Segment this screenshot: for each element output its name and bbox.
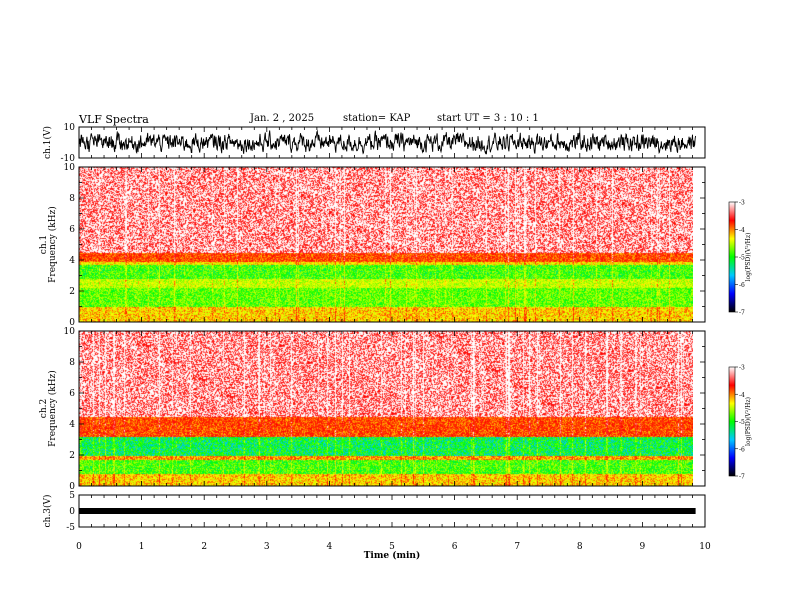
- ch1-spec-ytick-label: 10: [64, 163, 76, 173]
- colorbar-tick-label: -6: [739, 282, 745, 289]
- colorbar-label: log(PSD)(V²/Hz): [745, 397, 752, 446]
- ch3-wave-ytick-label: 5: [69, 491, 75, 501]
- ch1-wave-ylabel: ch.1(V): [42, 126, 53, 159]
- ch2-spec-ytick-label: 10: [64, 327, 76, 337]
- xtick-label: 1: [139, 542, 145, 552]
- ch1-spec-ytick-label: 6: [69, 225, 75, 235]
- colorbar-tick-label: -6: [739, 446, 745, 453]
- ch2-spec-ytick-label: 4: [69, 420, 75, 430]
- xtick-label: 3: [264, 542, 270, 552]
- ch2-spec-ytick-label: 2: [69, 451, 75, 461]
- ch1-spectrogram: [79, 167, 693, 322]
- colorbar-tick-label: -3: [739, 365, 745, 372]
- ch1-spec-ylabel: Frequency (kHz): [47, 206, 58, 283]
- ch3-wave-ytick-label: 0: [69, 507, 75, 517]
- colorbar-tick-label: -7: [739, 474, 745, 481]
- xtick-label: 9: [640, 542, 646, 552]
- colorbar-tick-label: -5: [739, 255, 745, 262]
- xtick-label: 8: [577, 542, 583, 552]
- xtick-label: 4: [327, 542, 333, 552]
- colorbar-tick-label: -4: [739, 227, 745, 234]
- xtick-label: 10: [699, 542, 711, 552]
- ch2-spec-ytick-label: 0: [69, 482, 75, 492]
- ch2-spec-ylabel: ch.2: [39, 399, 49, 418]
- xtick-label: 0: [76, 542, 82, 552]
- start-time-label: start UT = 3 : 10 : 1: [437, 113, 539, 124]
- colorbar-tick-label: -7: [739, 310, 745, 317]
- ch3-waveform-line: [79, 508, 696, 514]
- ch1-spec-ytick-label: 0: [69, 318, 75, 328]
- plot-title: VLF Spectra: [79, 113, 149, 126]
- ch2-spec-ylabel: Frequency (kHz): [47, 370, 58, 447]
- ch2-colorbar: [728, 366, 736, 477]
- colorbar-tick-label: -4: [739, 392, 745, 399]
- ch2-spec-ytick-label: 8: [69, 358, 75, 368]
- ch2-spec-ytick-label: 6: [69, 389, 75, 399]
- ch1-colorbar: [728, 201, 736, 313]
- date-label: Jan. 2 , 2025: [250, 113, 315, 124]
- ch1-wave-ytick-label: 10: [64, 123, 76, 133]
- ch1-spec-ytick-label: 2: [69, 287, 75, 297]
- ch2-spectrogram: [79, 331, 693, 486]
- colorbar-tick-label: -3: [739, 200, 745, 207]
- xtick-label: 7: [514, 542, 520, 552]
- ch1-spec-ylabel: ch.1: [39, 235, 49, 254]
- ch1-spec-ytick-label: 8: [69, 194, 75, 204]
- colorbar-label: log(PSD)(V²/Hz): [745, 233, 752, 282]
- ch3-wave-ylabel: ch.3(V): [42, 495, 53, 528]
- ch1-waveform-line: [78, 129, 697, 155]
- station-label: station= KAP: [343, 113, 411, 124]
- xtick-label: 2: [201, 542, 207, 552]
- colorbar-tick-label: -5: [739, 419, 745, 426]
- ch1-spec-ytick-label: 4: [69, 256, 75, 266]
- ch1-wave-ytick-label: -10: [61, 154, 76, 164]
- x-axis-label: Time (min): [364, 550, 421, 561]
- xtick-label: 6: [452, 542, 458, 552]
- ch3-wave-ytick-label: -5: [66, 523, 75, 533]
- xtick-label: 5: [389, 542, 395, 552]
